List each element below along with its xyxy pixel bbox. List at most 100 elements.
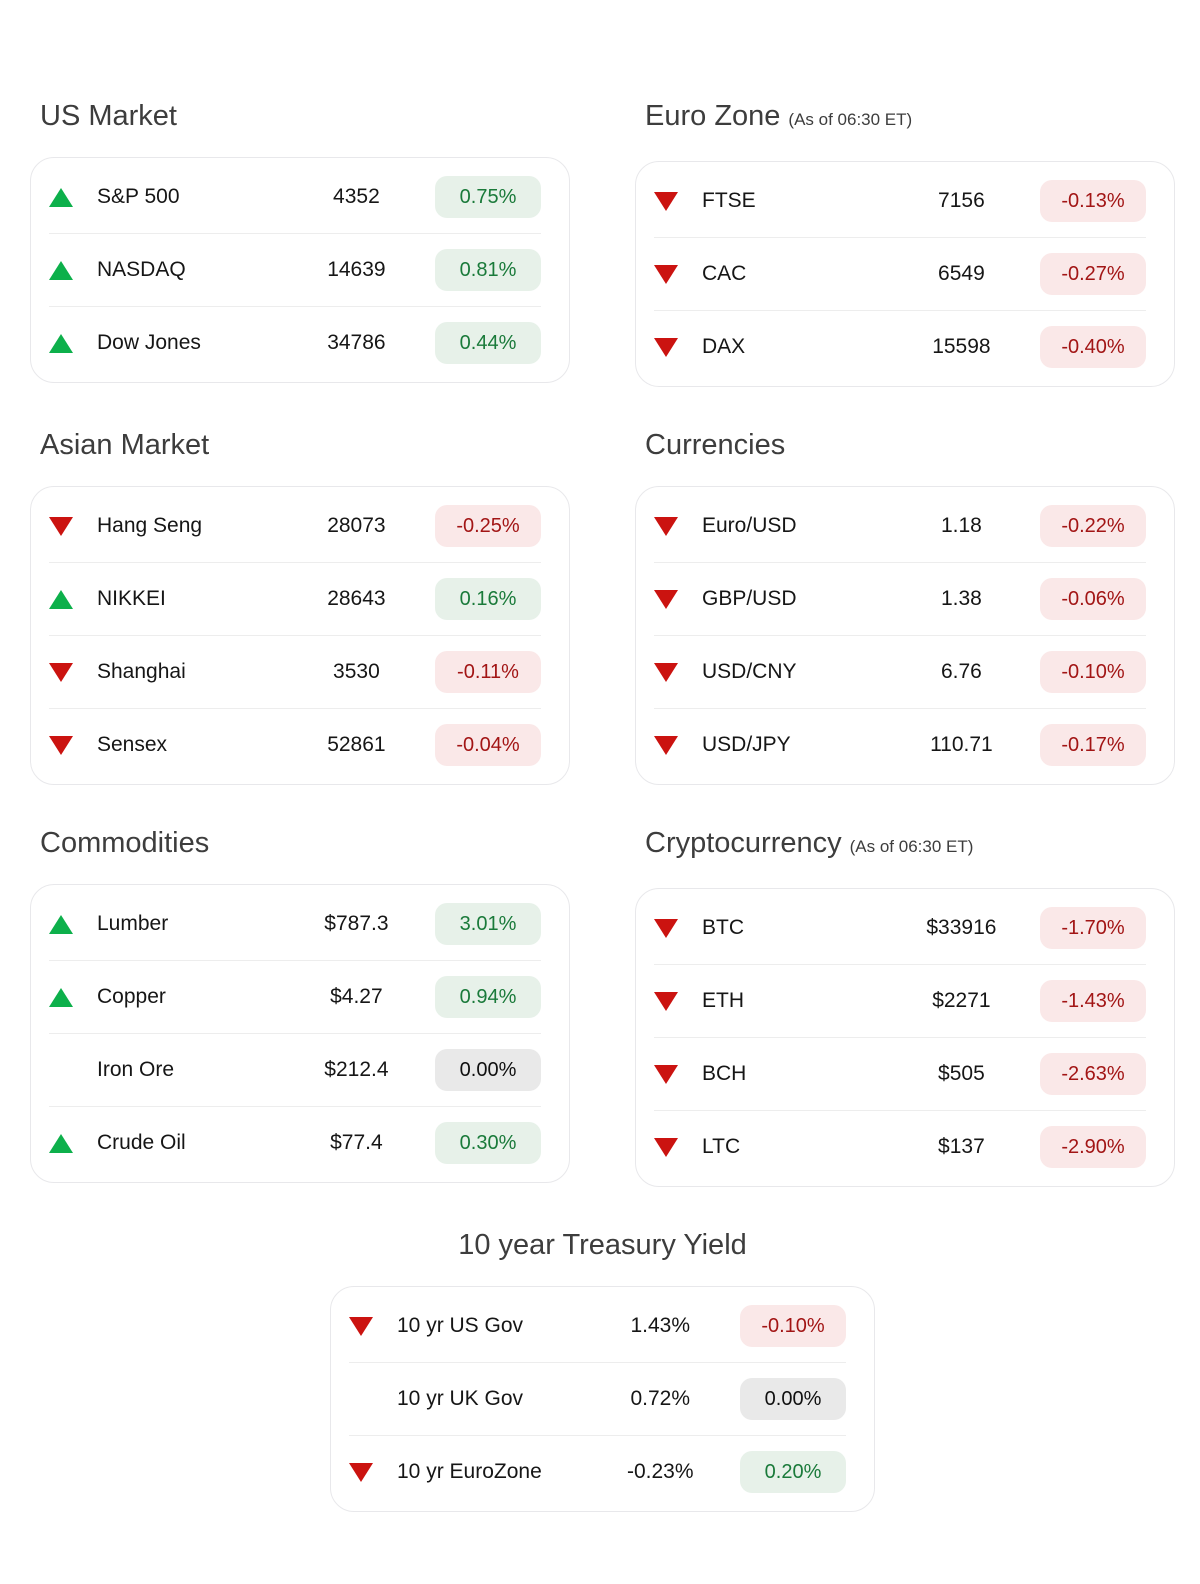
triangle-down-icon — [654, 264, 678, 284]
triangle-down-icon — [349, 1462, 373, 1482]
instrument-label: Hang Seng — [97, 514, 203, 537]
market-row: DAX 15598 -0.40% — [636, 311, 1174, 383]
section-us-market: US Market S&P 500 4352 0.75% NASDAQ 1463… — [30, 100, 570, 387]
market-row: BCH $505 -2.63% — [636, 1038, 1174, 1110]
icon-cell — [654, 191, 682, 211]
instrument-value: $137 — [938, 1135, 985, 1158]
section-title-text: Euro Zone — [645, 100, 781, 132]
instrument-label: S&P 500 — [97, 185, 180, 208]
section-treasury-yield: 10 year Treasury Yield 10 yr US Gov 1.43… — [30, 1229, 1175, 1512]
change-badge: 3.01% — [435, 903, 541, 945]
section-asian-market: Asian Market Hang Seng 28073 -0.25% NIKK… — [30, 429, 570, 785]
instrument-value: 7156 — [938, 189, 985, 212]
market-row: USD/CNY 6.76 -0.10% — [636, 636, 1174, 708]
row-divider — [49, 708, 541, 709]
instrument-label: Euro/USD — [702, 514, 797, 537]
market-row: Lumber $787.3 3.01% — [31, 888, 569, 960]
section-title-text: Commodities — [40, 827, 210, 859]
section-title-text: Asian Market — [40, 429, 210, 461]
instrument-label: 10 yr EuroZone — [397, 1460, 542, 1483]
instrument-label: BTC — [702, 916, 744, 939]
icon-cell — [654, 589, 682, 609]
triangle-down-icon — [654, 337, 678, 357]
market-row: Dow Jones 34786 0.44% — [31, 307, 569, 379]
icon-cell — [49, 333, 77, 353]
market-row: NASDAQ 14639 0.81% — [31, 234, 569, 306]
icon-cell — [349, 1316, 377, 1336]
change-badge: -0.27% — [1040, 253, 1146, 295]
instrument-value: $212.4 — [324, 1058, 389, 1081]
triangle-down-icon — [654, 516, 678, 536]
icon-cell — [654, 918, 682, 938]
instrument-value: $4.27 — [330, 985, 383, 1008]
instrument-value: 15598 — [932, 335, 991, 358]
instrument-label: NASDAQ — [97, 258, 186, 281]
market-row: Iron Ore $212.4 0.00% — [31, 1034, 569, 1106]
row-divider — [49, 635, 541, 636]
market-row: Euro/USD 1.18 -0.22% — [636, 490, 1174, 562]
market-row: 10 yr UK Gov 0.72% 0.00% — [331, 1363, 874, 1435]
instrument-label: ETH — [702, 989, 744, 1012]
triangle-down-icon — [654, 191, 678, 211]
icon-cell — [654, 337, 682, 357]
change-badge: -2.90% — [1040, 1126, 1146, 1168]
icon-cell — [49, 260, 77, 280]
triangle-down-icon — [654, 918, 678, 938]
triangle-down-icon — [49, 516, 73, 536]
row-divider — [49, 562, 541, 563]
section-title-text: US Market — [40, 100, 177, 132]
triangle-up-icon — [49, 914, 73, 934]
market-row: FTSE 7156 -0.13% — [636, 165, 1174, 237]
section-title: Commodities — [40, 827, 570, 859]
instrument-value: $33916 — [926, 916, 997, 939]
instrument-value: 28643 — [327, 587, 386, 610]
market-row: S&P 500 4352 0.75% — [31, 161, 569, 233]
icon-cell — [49, 589, 77, 609]
triangle-up-icon — [49, 589, 73, 609]
section-subtitle: (As of 06:30 ET) — [849, 837, 974, 856]
instrument-value: 110.71 — [930, 733, 993, 756]
icon-cell — [49, 1133, 77, 1153]
change-badge: -1.43% — [1040, 980, 1146, 1022]
section-currencies: Currencies Euro/USD 1.18 -0.22% GBP/USD … — [635, 429, 1175, 785]
change-badge: 0.20% — [740, 1451, 846, 1493]
change-badge: 0.30% — [435, 1122, 541, 1164]
row-divider — [349, 1435, 846, 1436]
change-badge: -1.70% — [1040, 907, 1146, 949]
instrument-value: $77.4 — [330, 1131, 383, 1154]
market-card: Euro/USD 1.18 -0.22% GBP/USD 1.38 -0.06%… — [635, 486, 1175, 785]
row-divider — [654, 1110, 1146, 1111]
change-badge: 0.75% — [435, 176, 541, 218]
row-divider — [349, 1362, 846, 1363]
change-badge: 0.00% — [435, 1049, 541, 1091]
instrument-label: NIKKEI — [97, 587, 166, 610]
row-divider — [49, 1033, 541, 1034]
market-row: Crude Oil $77.4 0.30% — [31, 1107, 569, 1179]
instrument-label: Crude Oil — [97, 1131, 186, 1154]
change-badge: -0.10% — [740, 1305, 846, 1347]
market-row: GBP/USD 1.38 -0.06% — [636, 563, 1174, 635]
triangle-down-icon — [49, 735, 73, 755]
triangle-down-icon — [654, 589, 678, 609]
market-row: Shanghai 3530 -0.11% — [31, 636, 569, 708]
icon-cell — [654, 662, 682, 682]
triangle-up-icon — [49, 260, 73, 280]
instrument-value: 0.72% — [630, 1387, 690, 1410]
instrument-label: 10 yr UK Gov — [397, 1387, 524, 1410]
instrument-value: 3530 — [333, 660, 380, 683]
instrument-label: USD/JPY — [702, 733, 791, 756]
change-badge: -0.25% — [435, 505, 541, 547]
section-title: US Market — [40, 100, 570, 132]
market-row: USD/JPY 110.71 -0.17% — [636, 709, 1174, 781]
row-divider — [654, 635, 1146, 636]
instrument-value: 1.18 — [940, 514, 982, 537]
instrument-label: DAX — [702, 335, 746, 358]
instrument-value: $2271 — [932, 989, 991, 1012]
triangle-up-icon — [49, 987, 73, 1007]
change-badge: 0.94% — [435, 976, 541, 1018]
row-divider — [654, 237, 1146, 238]
instrument-label: USD/CNY — [702, 660, 797, 683]
icon-cell — [654, 264, 682, 284]
market-row: Copper $4.27 0.94% — [31, 961, 569, 1033]
icon-cell — [349, 1462, 377, 1482]
